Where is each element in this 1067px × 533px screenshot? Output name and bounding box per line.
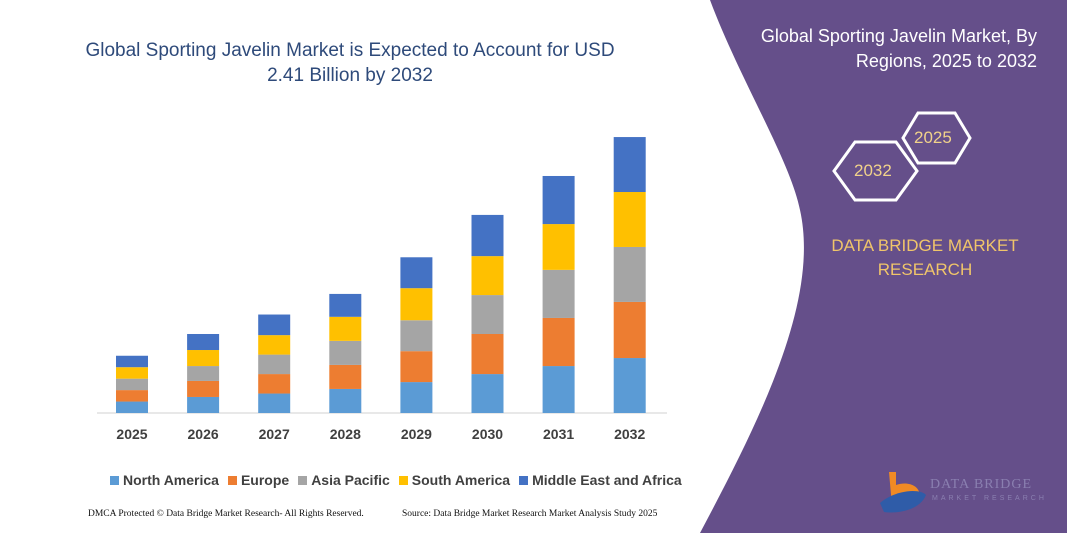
legend-swatch <box>298 475 308 485</box>
legend-item: South America <box>398 472 511 488</box>
bar-segment-2031-europe <box>542 317 575 367</box>
bar-segment-2025-europe <box>116 390 148 402</box>
side-panel-background <box>700 0 1067 533</box>
bar-segment-2032-north-america <box>613 358 646 413</box>
legend-label: Europe <box>240 472 290 488</box>
legend-item: North America <box>110 472 219 488</box>
bar-segment-2027-asia-pacific <box>258 354 291 375</box>
x-tick-label: 2026 <box>188 426 219 442</box>
legend: North America Europe Asia Pacific South Ame… <box>110 472 682 488</box>
bar-segment-2030-south-america <box>471 256 504 296</box>
bar-segment-2028-asia-pacific <box>329 340 362 365</box>
bar-segment-2025-asia-pacific <box>116 378 148 391</box>
x-tick-label: 2029 <box>401 426 432 442</box>
legend-label: Asia Pacific <box>311 472 390 488</box>
bar-segment-2031-middle-east-and-africa <box>542 175 575 225</box>
bar-segment-2028-middle-east-and-africa <box>329 293 362 317</box>
x-tick-labels: 2025 2026 2027 2028 2029 2030 2031 2032 <box>116 426 645 442</box>
legend-item: Asia Pacific <box>298 472 390 488</box>
bar-segment-2030-north-america <box>471 374 504 413</box>
bar-segment-2027-south-america <box>258 335 291 355</box>
legend-label: South America <box>411 472 511 488</box>
x-tick-label: 2030 <box>472 426 503 442</box>
logo-text: DATA BRIDGE <box>930 477 1033 492</box>
x-tick-label: 2025 <box>116 426 147 442</box>
bar-segment-2028-south-america <box>329 316 362 341</box>
hex-end-year: 2032 <box>854 161 892 180</box>
bar-segment-2025-south-america <box>116 367 148 379</box>
bar-segment-2028-north-america <box>329 388 362 413</box>
x-tick-label: 2027 <box>259 426 290 442</box>
bar-segment-2026-asia-pacific <box>187 366 220 381</box>
chart-title: Global Sporting Javelin Market is Expect… <box>85 40 615 86</box>
hexagon-2032 <box>832 140 919 202</box>
bar-segment-2031-asia-pacific <box>542 269 575 318</box>
bar-segment-2030-europe <box>471 333 504 375</box>
bar-segment-2032-middle-east-and-africa <box>613 137 646 193</box>
legend-swatch <box>227 475 237 485</box>
bar-segment-2029-europe <box>400 351 433 383</box>
bar-segment-2027-north-america <box>258 393 291 413</box>
bar-segment-2028-europe <box>329 364 362 389</box>
legend-item: Europe <box>227 472 290 488</box>
bar-segment-2032-south-america <box>613 192 646 247</box>
footer-copyright: DMCA Protected © Data Bridge Market Rese… <box>88 509 364 519</box>
legend-swatch <box>110 475 119 485</box>
bar-segment-2029-north-america <box>400 382 433 413</box>
bar-segment-2027-middle-east-and-africa <box>258 314 291 336</box>
side-panel-title: Global Sporting Javelin Market, By Regio… <box>760 26 1037 71</box>
bar-segment-2027-europe <box>258 374 291 394</box>
data-bridge-logo-icon <box>880 472 926 513</box>
legend-swatch <box>519 475 529 485</box>
bars <box>116 137 646 413</box>
bar-segment-2025-middle-east-and-africa <box>116 355 148 368</box>
legend-label: North America <box>123 472 219 488</box>
hexagon-2025 <box>901 111 972 165</box>
bar-segment-2030-middle-east-and-africa <box>471 214 504 257</box>
bar-segment-2030-asia-pacific <box>471 295 504 334</box>
bar-segment-2031-north-america <box>542 366 575 413</box>
x-tick-label: 2032 <box>614 426 645 442</box>
legend-swatch <box>398 475 408 485</box>
bar-segment-2026-middle-east-and-africa <box>187 333 220 351</box>
hex-start-year: 2025 <box>914 128 952 147</box>
bar-segment-2031-south-america <box>542 224 575 270</box>
x-tick-label: 2031 <box>543 426 574 442</box>
bar-segment-2026-south-america <box>187 350 220 367</box>
bar-segment-2029-middle-east-and-africa <box>400 257 433 289</box>
bar-segment-2026-north-america <box>187 396 220 413</box>
legend-item: Middle East and Africa <box>519 472 682 488</box>
bar-segment-2029-south-america <box>400 288 433 321</box>
bar-segment-2029-asia-pacific <box>400 320 433 352</box>
logo-subtext: MARKET RESEARCH <box>932 495 1047 502</box>
bar-segment-2025-north-america <box>116 401 148 413</box>
bar-segment-2026-europe <box>187 380 220 397</box>
bar-segment-2032-europe <box>613 301 646 359</box>
footer-source: Source: Data Bridge Market Research Mark… <box>402 509 658 519</box>
brand-name: DATA BRIDGE MARKET RESEARCH <box>831 236 1019 279</box>
legend-label: Middle East and Africa <box>532 472 682 488</box>
bar-segment-2032-asia-pacific <box>613 246 646 302</box>
x-tick-label: 2028 <box>330 426 361 442</box>
